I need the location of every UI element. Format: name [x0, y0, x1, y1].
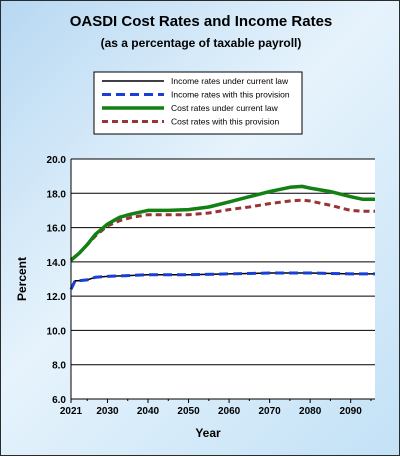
x-tick-label: 2090 [340, 406, 363, 417]
series-line-1 [69, 271, 375, 290]
y-tick-label: 20.0 [47, 155, 67, 166]
x-tick-label: 2021 [60, 406, 83, 417]
y-tick-label: 18.0 [47, 189, 67, 200]
y-tick-label: 14.0 [47, 258, 67, 269]
legend-box [93, 71, 303, 135]
legend: Income rates under current law Income rat… [93, 71, 303, 135]
x-tick-label: 2070 [258, 406, 281, 417]
x-tick-label: 2050 [177, 406, 200, 417]
x-tick-label: 2040 [137, 406, 160, 417]
y-tick-label: 8.0 [52, 361, 66, 372]
chart-title: OASDI Cost Rates and Income Rates [70, 13, 333, 30]
y-tick-label: 16.0 [47, 224, 67, 235]
x-tick-labels: 2021 2030 2040 2050 2060 2070 2080 2090 [60, 406, 362, 417]
y-tick-label: 6.0 [52, 395, 66, 406]
legend-label-3: Cost rates with this provision [171, 117, 279, 127]
y-tick-label: 12.0 [47, 292, 67, 303]
series-layer [69, 184, 375, 290]
series-line-3 [70, 198, 375, 262]
legend-label-1: Income rates with this provision [171, 90, 290, 100]
chart-subtitle: (as a percentage of taxable payroll) [101, 36, 302, 50]
axes [70, 159, 375, 403]
x-axis-label: Year [195, 426, 221, 440]
y-axis-label: Percent [15, 257, 29, 301]
legend-label-2: Cost rates under current law [171, 103, 279, 113]
y-tick-label: 10.0 [47, 326, 67, 337]
legend-label-0: Income rates under current law [171, 76, 289, 86]
y-tick-labels: 6.0 8.0 10.0 12.0 14.0 16.0 18.0 20.0 [47, 155, 67, 406]
x-tick-label: 2060 [218, 406, 241, 417]
x-tick-label: 2080 [299, 406, 322, 417]
plot-area [71, 159, 375, 399]
series-line-2 [69, 184, 375, 262]
x-tick-label: 2030 [96, 406, 119, 417]
